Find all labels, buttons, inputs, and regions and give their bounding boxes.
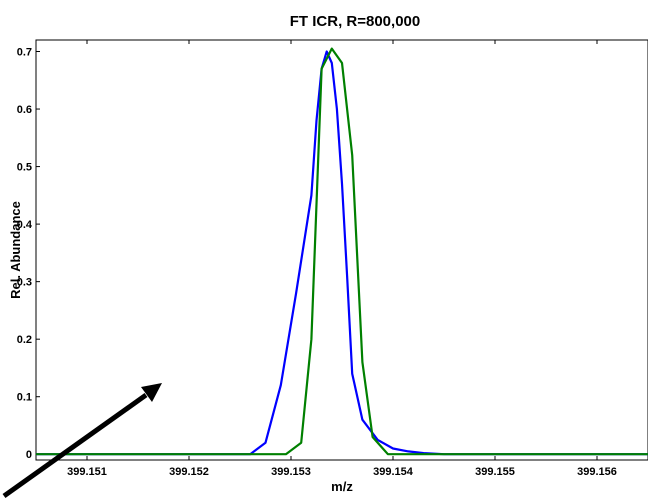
y-tick-label: 0.7 <box>17 47 32 59</box>
x-axis-ticks: 399.151 399.152 399.153 399.154 399.155 399.1… <box>67 40 617 478</box>
x-tick-label: 399.153 <box>271 466 311 478</box>
x-tick-label: 399.154 <box>373 466 414 478</box>
series-line-green <box>36 47 648 456</box>
x-tick-label: 399.151 <box>67 466 107 478</box>
arrow-head <box>141 383 162 402</box>
y-tick-label: 0.3 <box>17 277 32 289</box>
series-line-blue <box>36 50 648 456</box>
annotation-arrow <box>2 383 162 499</box>
x-axis-label: m/z <box>331 479 353 494</box>
chart-title: FT ICR, R=800,000 <box>290 13 420 30</box>
y-tick-label: 0.6 <box>17 104 32 116</box>
y-tick-label: 0.2 <box>17 334 32 346</box>
y-tick-label: 0.5 <box>17 162 32 174</box>
y-tick-label: 0 <box>26 449 32 461</box>
x-tick-label: 399.152 <box>169 466 209 478</box>
y-tick-label: 0.1 <box>17 392 32 404</box>
series-layer <box>36 47 648 456</box>
arrow-shaft <box>2 392 148 499</box>
x-tick-label: 399.156 <box>577 466 617 478</box>
plot-area <box>35 39 648 461</box>
y-axis-label: Rel. Abundance <box>8 201 23 299</box>
x-tick-label: 399.155 <box>475 466 515 478</box>
y-tick-label: 0.4 <box>17 219 33 231</box>
